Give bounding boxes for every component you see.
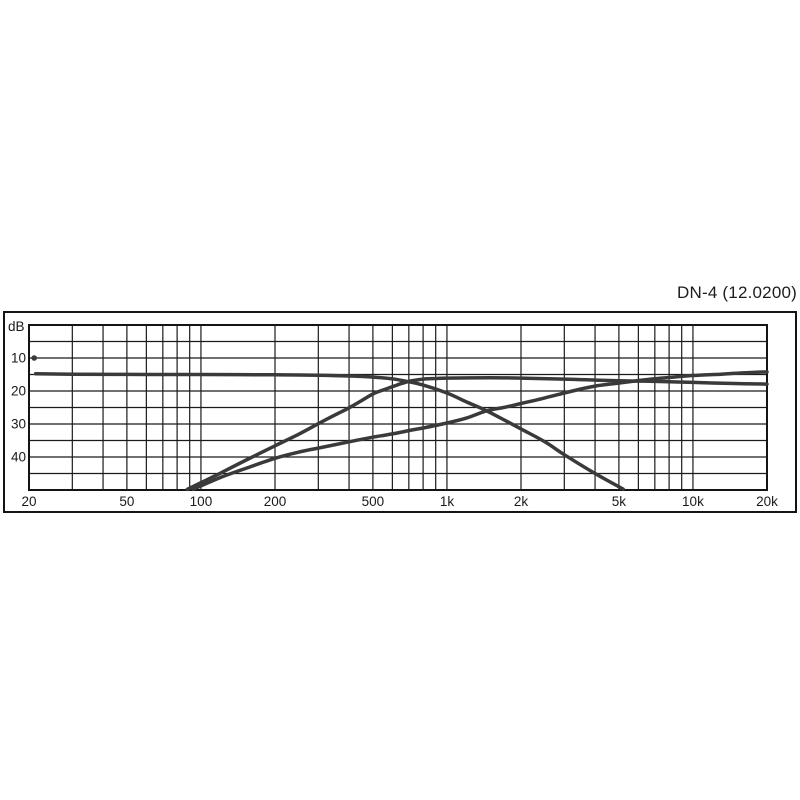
- x-tick-label: 20k: [756, 494, 778, 509]
- x-tick-label: 50: [119, 494, 134, 509]
- curves: [31, 355, 769, 492]
- x-tick-label: 5k: [612, 494, 627, 509]
- x-tick-label: 200: [264, 494, 287, 509]
- x-tick-label: 2k: [514, 494, 529, 509]
- x-tick-label: 1k: [440, 494, 455, 509]
- x-tick-label: 20: [21, 494, 36, 509]
- chart-outer-border: [3, 311, 797, 513]
- y-tick-label: 40: [11, 450, 26, 465]
- y-tick-label: 20: [11, 384, 26, 399]
- db-axis-label: dB: [8, 319, 25, 334]
- x-tick-label: 500: [362, 494, 385, 509]
- y-tick-label: 30: [11, 417, 26, 432]
- grid: [28, 324, 768, 491]
- curve-highpass-steep-section: [185, 376, 769, 492]
- plot-frame: [28, 324, 768, 491]
- axis-labels: dB 10 20 30 40 20 50 100 200 500 1k 2k 5k 10k 20k: [8, 319, 778, 509]
- x-tick-label: 10k: [682, 494, 704, 509]
- curve-highpass-shallow-section: [191, 370, 769, 492]
- trace-start-dot: [31, 355, 38, 361]
- x-tick-label: 100: [190, 494, 213, 509]
- chart-title: DN-4 (12.0200): [677, 283, 797, 302]
- y-tick-label: 10: [11, 351, 26, 366]
